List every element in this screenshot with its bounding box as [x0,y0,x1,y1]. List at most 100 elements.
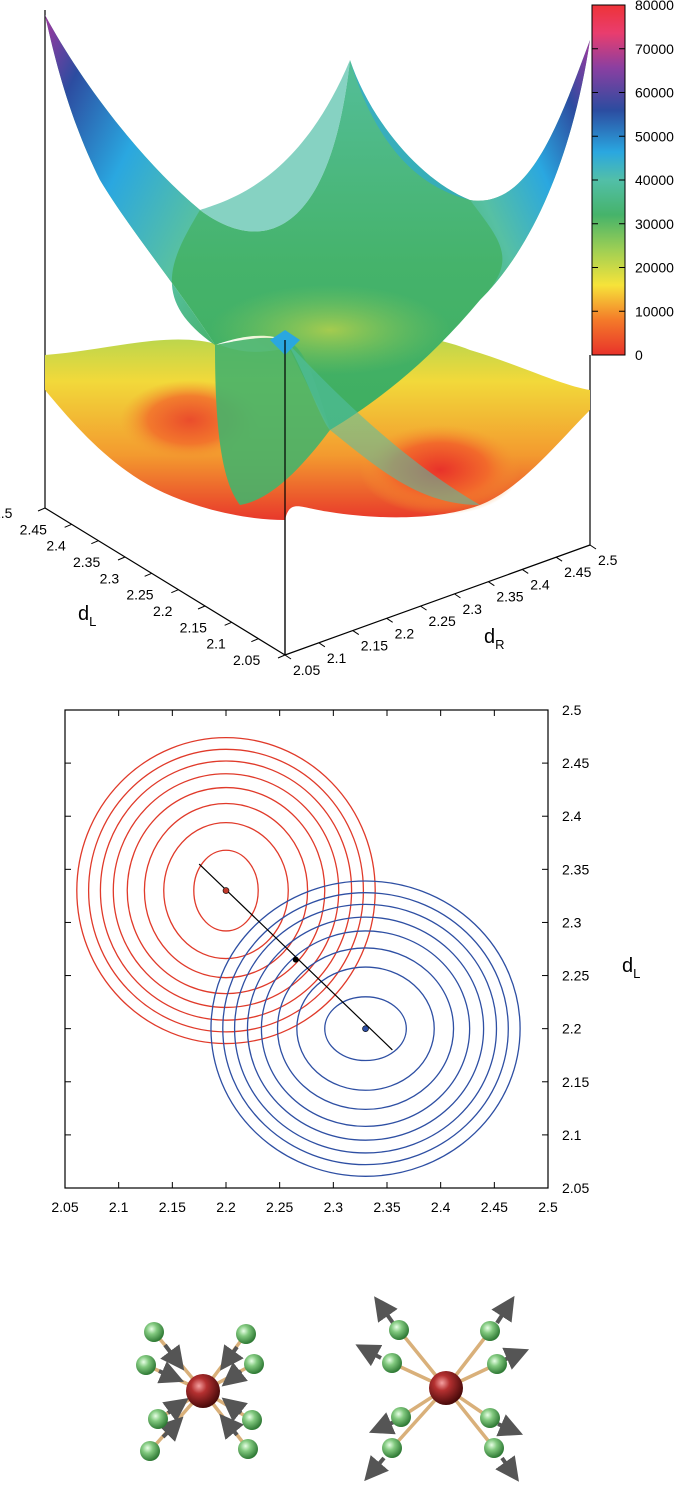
dr-tick-mark [454,593,461,599]
dl-tick-label: 2.45 [20,521,47,537]
dl-tick-label: 2.05 [233,652,260,668]
blue-minimum-point [362,1025,369,1032]
y-tick-label: 2.1 [562,1127,582,1143]
blue-contour-line [324,996,407,1062]
dl-tick-label: 2.4 [46,538,66,554]
y-tick-label: 2.15 [562,1074,589,1090]
dr-tick-label: 2.5 [598,552,618,568]
colorbar-tick-label: 60000 [635,85,674,101]
dl-tick-label: 2.3 [100,570,120,586]
y-tick-label: 2.25 [562,968,589,984]
dl-tick-mark [64,523,72,528]
colorbar-tick-label: 10000 [635,303,674,319]
y-tick-label: 2.3 [562,914,582,930]
molecule-illustrations [136,1295,530,1482]
displacement-arrow [160,1343,185,1371]
dr-tick-mark [318,642,326,648]
displacement-arrow [491,1295,515,1325]
displacement-arrow [221,1397,248,1422]
x-tick-label: 2.3 [324,1199,344,1215]
x-tick-label: 2.2 [216,1199,236,1215]
dr-tick-mark [420,605,427,611]
ligand-atom [238,1439,258,1459]
central-atom [429,1371,463,1405]
dl-tick-mark [37,507,46,512]
displacement-arrow [368,1412,396,1435]
colorbar: 0 10000 20000 30000 40000 50000 60000 70000 8000… [591,0,674,363]
dr-tick-mark [488,581,495,587]
displacement-arrow [220,1344,244,1371]
y-tick-label: 2.2 [562,1021,582,1037]
ligand-atom [391,1407,411,1427]
dr-tick-label: 2.2 [395,625,415,641]
dr-tick-label: 2.05 [293,662,320,678]
dl-tick-mark [251,638,259,643]
displacement-arrow [364,1455,389,1482]
y-tick-label: 2.35 [562,861,589,877]
red-contours [76,736,376,1045]
x-tick-label: 2.05 [51,1199,78,1215]
dl-tick-label: 2.35 [73,554,100,570]
red-contour-line [143,802,309,979]
blue-contour-line [233,903,498,1154]
ligand-atom [136,1355,156,1375]
contour-ticks: 2.05 2.1 2.15 2.2 2.25 2.3 2.35 2.4 2.45 2.52.052… [51,702,589,1215]
dl-tick-mark [277,654,286,659]
red-contour-line [163,821,289,960]
contour-ylabel: dL [622,955,640,981]
red-contour-line [76,736,376,1045]
dl-tick-mark [197,605,206,610]
dl-tick-label: 2.5 [0,505,13,521]
dr-tick-label: 2.3 [462,601,482,617]
x-tick-label: 2.25 [266,1199,293,1215]
colorbar-tick-label: 40000 [635,172,674,188]
displacement-arrow [162,1397,189,1422]
dl-tick-label: 2.2 [153,603,173,619]
y-tick-label: 2.5 [562,702,582,718]
surface-xlabel: dR [484,626,505,652]
molecule-right [355,1295,530,1482]
x-tick-label: 2.5 [538,1199,558,1215]
ligand-atom [480,1321,500,1341]
ligand-atom [140,1441,160,1461]
x-tick-label: 2.1 [109,1199,129,1215]
upper-surface [45,15,590,505]
displacement-arrow [157,1361,185,1384]
ligand-atom [144,1322,164,1342]
dr-tick-label: 2.45 [564,564,591,580]
ligand-atom [148,1409,168,1429]
dr-tick-mark [589,544,597,550]
dr-tick-mark [352,630,360,635]
red-well-right [360,425,520,515]
displacement-arrow [158,1416,184,1442]
ligand-atom [484,1438,504,1458]
ligand-atom [480,1408,500,1428]
blue-contours [210,880,521,1177]
displacement-arrow [496,1414,524,1437]
colorbar-tick-label: 50000 [635,128,674,144]
red-contour-line [112,773,340,1009]
dl-tick-label: 2.15 [180,619,207,635]
molecule-left [136,1322,264,1461]
displacement-arrow [355,1344,383,1367]
dr-tick-mark [521,569,529,574]
dl-tick-mark [144,572,152,577]
dr-tick-label: 2.15 [361,638,388,654]
ligand-atom [382,1353,402,1373]
x-tick-label: 2.45 [481,1199,508,1215]
x-tick-label: 2.4 [431,1199,451,1215]
ligand-atom [244,1354,264,1374]
blue-contour-line [276,947,455,1111]
dr-tick-mark [284,654,292,660]
displacement-arrow [219,1413,244,1440]
dl-tick-mark [91,540,99,545]
colorbar-tick-label: 0 [635,347,643,363]
blue-contour-line [296,966,435,1091]
displacement-arrow [495,1455,519,1482]
displacement-arrow [221,1362,248,1387]
displacement-arrow [374,1296,398,1325]
red-contour-line [87,748,365,1033]
x-tick-label: 2.35 [373,1199,400,1215]
dr-tick-label: 2.35 [496,589,523,605]
central-atom [186,1374,220,1408]
